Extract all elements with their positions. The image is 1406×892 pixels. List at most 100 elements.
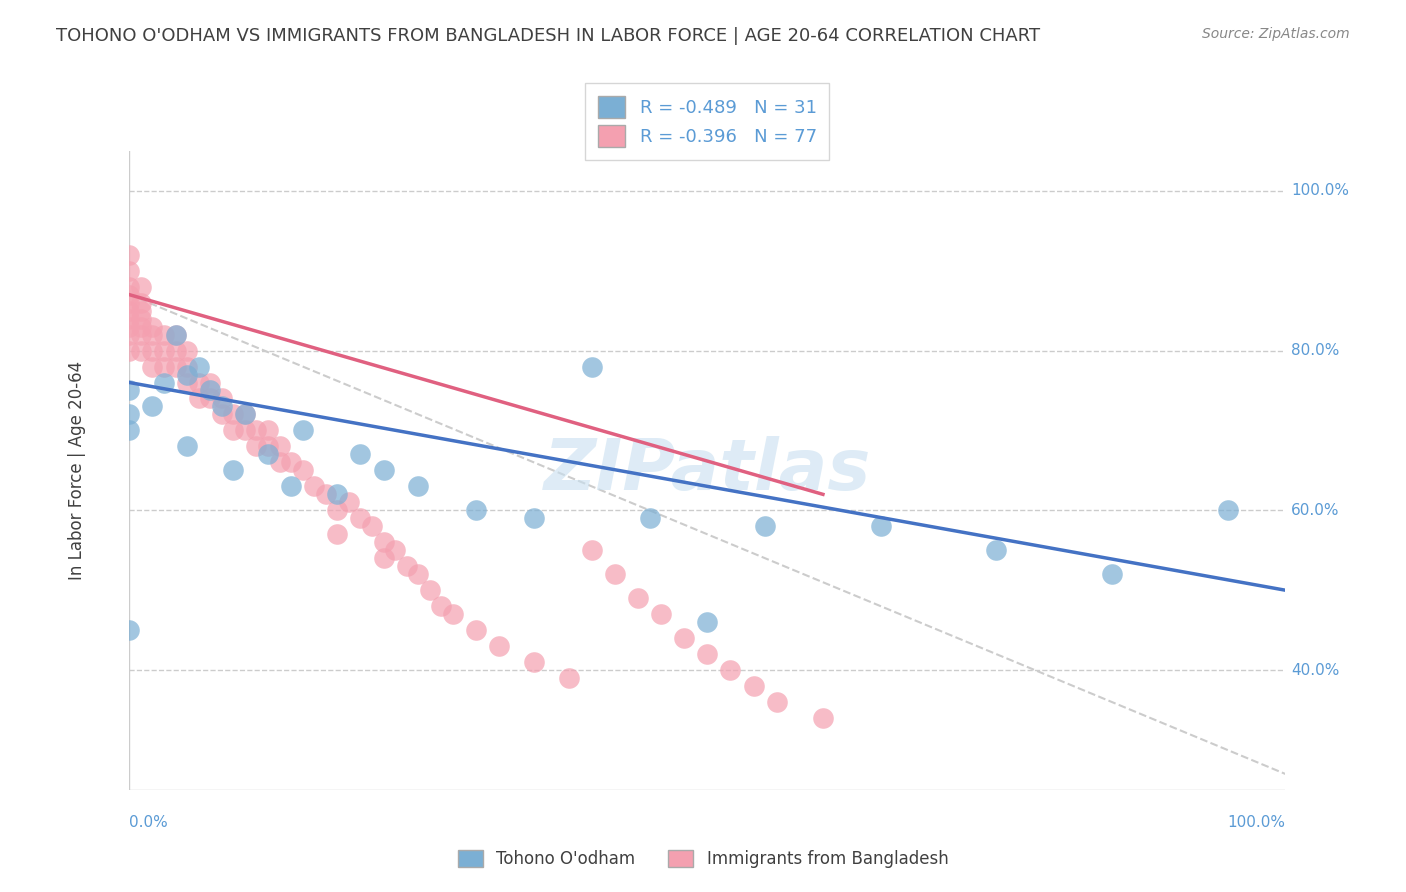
Point bbox=[211, 408, 233, 422]
Point bbox=[118, 311, 141, 326]
Point bbox=[408, 567, 430, 582]
Point bbox=[165, 343, 187, 358]
Point bbox=[673, 631, 696, 645]
Point bbox=[165, 327, 187, 342]
Point bbox=[291, 424, 314, 438]
Point bbox=[233, 408, 256, 422]
Point bbox=[1216, 503, 1239, 517]
Point bbox=[118, 303, 141, 318]
Point bbox=[176, 368, 198, 382]
Text: 60.0%: 60.0% bbox=[1291, 503, 1340, 518]
Point bbox=[176, 359, 198, 374]
Point bbox=[986, 543, 1008, 558]
Point bbox=[245, 424, 267, 438]
Point bbox=[222, 408, 245, 422]
Point bbox=[153, 359, 176, 374]
Point bbox=[304, 479, 326, 493]
Text: ZIPatlas: ZIPatlas bbox=[544, 436, 870, 505]
Point bbox=[222, 424, 245, 438]
Point bbox=[373, 463, 395, 477]
Point bbox=[384, 543, 406, 558]
Text: 100.0%: 100.0% bbox=[1291, 183, 1350, 198]
Point bbox=[269, 439, 291, 453]
Point bbox=[811, 711, 834, 725]
Point bbox=[581, 543, 603, 558]
Point bbox=[118, 384, 141, 398]
Point bbox=[129, 295, 152, 310]
Point bbox=[326, 503, 349, 517]
Point bbox=[638, 511, 661, 525]
Point bbox=[118, 424, 141, 438]
Legend: Tohono O'odham, Immigrants from Bangladesh: Tohono O'odham, Immigrants from Banglade… bbox=[451, 843, 955, 875]
Text: 100.0%: 100.0% bbox=[1227, 815, 1285, 830]
Point bbox=[373, 551, 395, 566]
Point bbox=[696, 615, 718, 629]
Point bbox=[118, 287, 141, 301]
Point bbox=[222, 463, 245, 477]
Text: TOHONO O'ODHAM VS IMMIGRANTS FROM BANGLADESH IN LABOR FORCE | AGE 20-64 CORRELAT: TOHONO O'ODHAM VS IMMIGRANTS FROM BANGLA… bbox=[56, 27, 1040, 45]
Point bbox=[1101, 567, 1123, 582]
Point bbox=[315, 487, 337, 501]
Point bbox=[337, 495, 360, 509]
Point bbox=[257, 447, 280, 461]
Point bbox=[118, 279, 141, 293]
Point bbox=[430, 599, 453, 614]
Point bbox=[696, 647, 718, 661]
Point bbox=[349, 511, 371, 525]
Point bbox=[650, 607, 672, 622]
Text: Source: ZipAtlas.com: Source: ZipAtlas.com bbox=[1202, 27, 1350, 41]
Point bbox=[176, 343, 198, 358]
Point bbox=[118, 295, 141, 310]
Point bbox=[257, 439, 280, 453]
Legend: R = -0.489   N = 31, R = -0.396   N = 77: R = -0.489 N = 31, R = -0.396 N = 77 bbox=[585, 83, 830, 160]
Point bbox=[603, 567, 626, 582]
Point bbox=[129, 343, 152, 358]
Point bbox=[118, 319, 141, 334]
Point bbox=[118, 248, 141, 262]
Point bbox=[211, 400, 233, 414]
Point bbox=[118, 343, 141, 358]
Point bbox=[141, 319, 163, 334]
Point bbox=[373, 535, 395, 549]
Point bbox=[742, 679, 765, 693]
Point bbox=[408, 479, 430, 493]
Point bbox=[557, 671, 579, 685]
Point bbox=[523, 655, 546, 669]
Point bbox=[165, 327, 187, 342]
Point bbox=[153, 327, 176, 342]
Point bbox=[165, 359, 187, 374]
Point bbox=[280, 455, 302, 469]
Point bbox=[269, 455, 291, 469]
Point bbox=[581, 359, 603, 374]
Point bbox=[233, 424, 256, 438]
Point bbox=[627, 591, 650, 606]
Point bbox=[465, 623, 488, 637]
Point bbox=[349, 447, 371, 461]
Point bbox=[141, 359, 163, 374]
Point bbox=[211, 392, 233, 406]
Point bbox=[765, 695, 787, 709]
Point bbox=[200, 384, 222, 398]
Point bbox=[200, 376, 222, 390]
Text: 0.0%: 0.0% bbox=[129, 815, 169, 830]
Point bbox=[129, 279, 152, 293]
Point bbox=[395, 559, 418, 574]
Text: 80.0%: 80.0% bbox=[1291, 343, 1340, 358]
Point bbox=[118, 327, 141, 342]
Point bbox=[326, 527, 349, 541]
Point bbox=[129, 303, 152, 318]
Point bbox=[233, 408, 256, 422]
Point bbox=[176, 439, 198, 453]
Point bbox=[129, 311, 152, 326]
Point bbox=[129, 319, 152, 334]
Point bbox=[280, 479, 302, 493]
Point bbox=[129, 327, 152, 342]
Point bbox=[720, 663, 742, 677]
Point bbox=[419, 583, 441, 598]
Point bbox=[488, 639, 510, 653]
Point bbox=[326, 487, 349, 501]
Point bbox=[361, 519, 384, 533]
Point bbox=[523, 511, 546, 525]
Point bbox=[153, 343, 176, 358]
Point bbox=[187, 392, 209, 406]
